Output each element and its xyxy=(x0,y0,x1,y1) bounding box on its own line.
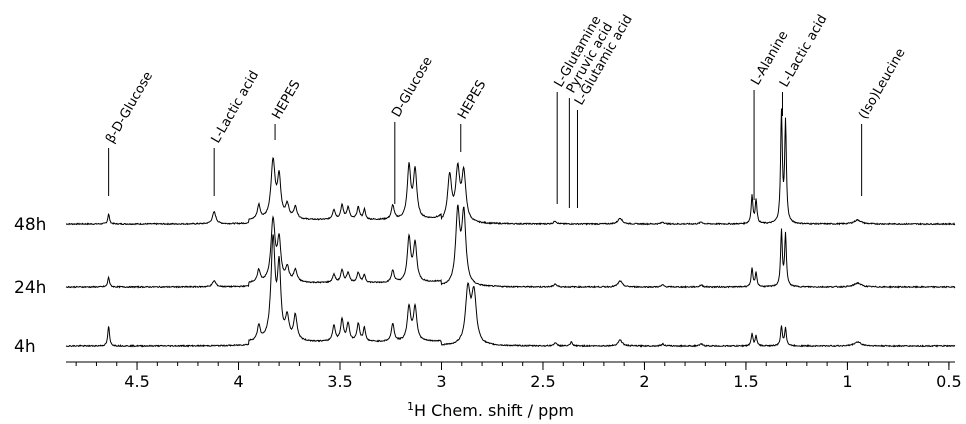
x-tick-label: 4 xyxy=(233,372,243,391)
annotation-label: HEPES xyxy=(270,78,304,122)
annotation-label: (Iso)Leucine xyxy=(856,46,908,122)
x-tick-label: 3.5 xyxy=(327,372,352,391)
row-label-4h: 4h xyxy=(14,337,36,357)
x-tick-label: 1 xyxy=(842,372,852,391)
x-axis-label: 1H Chem. shift / ppm xyxy=(407,400,574,420)
spectrum-line-48h xyxy=(66,109,955,225)
x-axis: 4.5 4 3.5 3 2.5 2 1.5 1 0.5 xyxy=(66,362,962,391)
row-labels: 48h 24h 4h xyxy=(14,215,46,357)
annotation-label: HEPES xyxy=(455,78,489,122)
annotation-label: L-Lactic acid xyxy=(209,68,263,146)
x-axis-label-superscript: 1 xyxy=(407,400,414,413)
x-axis-label-nucleus: H xyxy=(414,401,426,420)
spectrum-line-24h xyxy=(66,205,955,288)
x-axis-label-text: Chem. shift / ppm xyxy=(431,401,574,420)
annotation-label: L-Lactic acid xyxy=(777,12,831,90)
annotation-label: β-D-Glucose xyxy=(103,69,156,146)
x-tick-label: 4.5 xyxy=(124,372,149,391)
spectrum-line-4h xyxy=(66,234,955,346)
x-tick-label: 0.5 xyxy=(936,372,961,391)
x-tick-label: 2 xyxy=(639,372,649,391)
x-tick-label: 3 xyxy=(436,372,446,391)
peak-annotations: β-D-Glucose L-Lactic acid HEPES D-Glucose HE… xyxy=(103,12,908,208)
row-label-48h: 48h xyxy=(14,215,46,235)
row-label-24h: 24h xyxy=(14,278,46,298)
x-tick-label: 1.5 xyxy=(733,372,758,391)
annotation-label: D-Glucose xyxy=(389,54,435,120)
x-tick-label: 2.5 xyxy=(530,372,555,391)
spectra-group xyxy=(66,109,955,347)
